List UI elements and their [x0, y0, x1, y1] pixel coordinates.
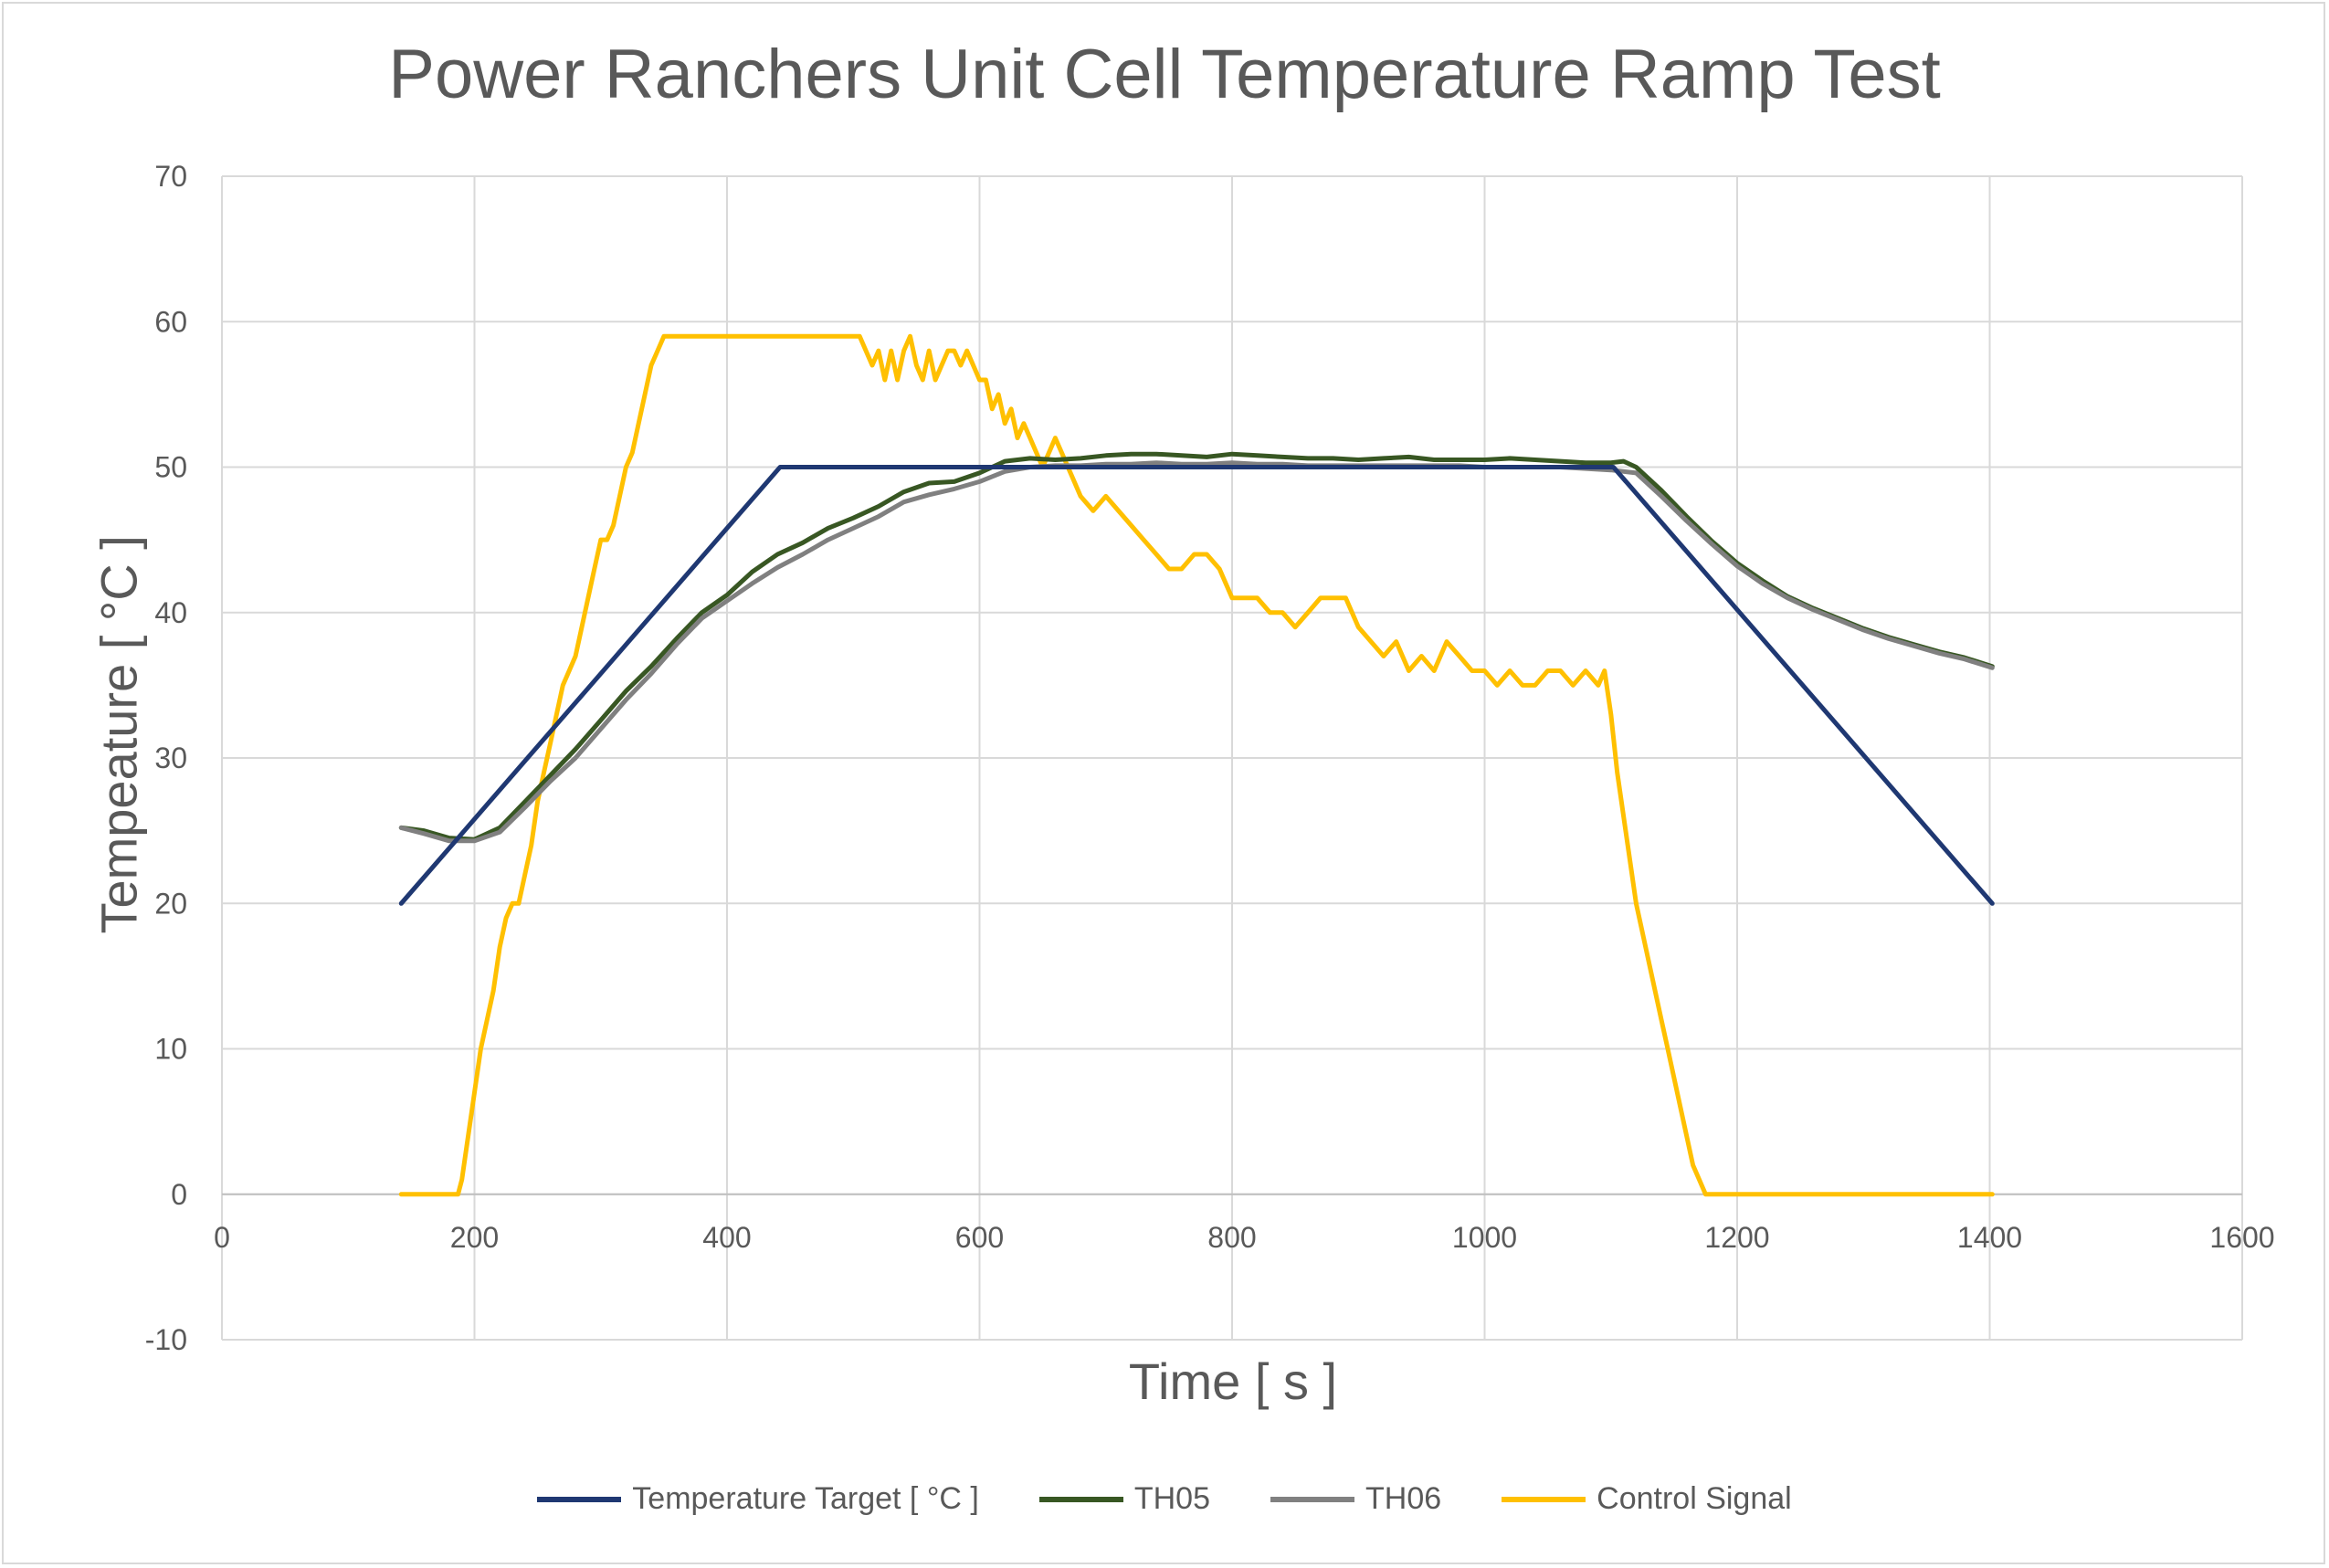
legend-label-0: Temperature Target [ °C ]	[632, 1481, 979, 1516]
x-tick-label-3: 600	[955, 1221, 1004, 1254]
legend: Temperature Target [ °C ] TH05 TH06 Control…	[0, 1481, 2329, 1517]
chart-title: Power Ranchers Unit Cell Temperature Ram…	[388, 36, 1941, 113]
y-tick-label-3: 20	[154, 887, 187, 920]
legend-swatch-0	[537, 1496, 622, 1502]
x-tick-label-2: 400	[702, 1221, 751, 1254]
y-axis-title: Tempeature [ °C ]	[90, 535, 148, 934]
x-tick-label-4: 800	[1207, 1221, 1256, 1254]
legend-item-3: Control Signal	[1502, 1481, 1792, 1517]
x-tick-label-6: 1200	[1704, 1221, 1769, 1254]
legend-swatch-1	[1038, 1496, 1123, 1502]
legend-label-3: Control Signal	[1597, 1481, 1792, 1516]
x-axis-title: Time [ s ]	[1128, 1352, 1338, 1410]
y-tick-label-5: 40	[154, 596, 187, 629]
legend-item-0: Temperature Target [ °C ]	[537, 1481, 979, 1517]
series-line-th06	[398, 460, 1995, 844]
y-tick-label-4: 30	[154, 742, 187, 774]
legend-item-1: TH05	[1038, 1481, 1210, 1517]
y-tick-label-6: 50	[154, 451, 187, 484]
legend-swatch-3	[1502, 1496, 1586, 1502]
x-tick-label-5: 1000	[1452, 1221, 1517, 1254]
series-line-th05	[398, 451, 1995, 842]
series-line-temperature-target-c	[398, 465, 1995, 906]
legend-item-2: TH06	[1270, 1481, 1441, 1517]
series-lines	[398, 333, 1995, 1197]
x-tick-label-8: 1600	[2209, 1221, 2274, 1254]
y-tick-label-2: 10	[154, 1033, 187, 1066]
y-tick-label-0: -10	[145, 1323, 187, 1356]
y-tick-label-7: 60	[154, 305, 187, 338]
legend-label-2: TH06	[1365, 1481, 1442, 1516]
x-tick-label-1: 200	[450, 1221, 499, 1254]
y-tick-label-1: 0	[171, 1178, 187, 1211]
x-tick-label-0: 0	[214, 1221, 230, 1254]
tick-labels: 0 200 400 600 800 1000 1200 1400 1600 -10 0 10 20 30 4…	[145, 160, 2275, 1356]
legend-label-1: TH05	[1133, 1481, 1210, 1516]
legend-swatch-2	[1270, 1496, 1354, 1502]
y-tick-label-8: 70	[154, 160, 187, 193]
x-tick-label-7: 1400	[1957, 1221, 2022, 1254]
